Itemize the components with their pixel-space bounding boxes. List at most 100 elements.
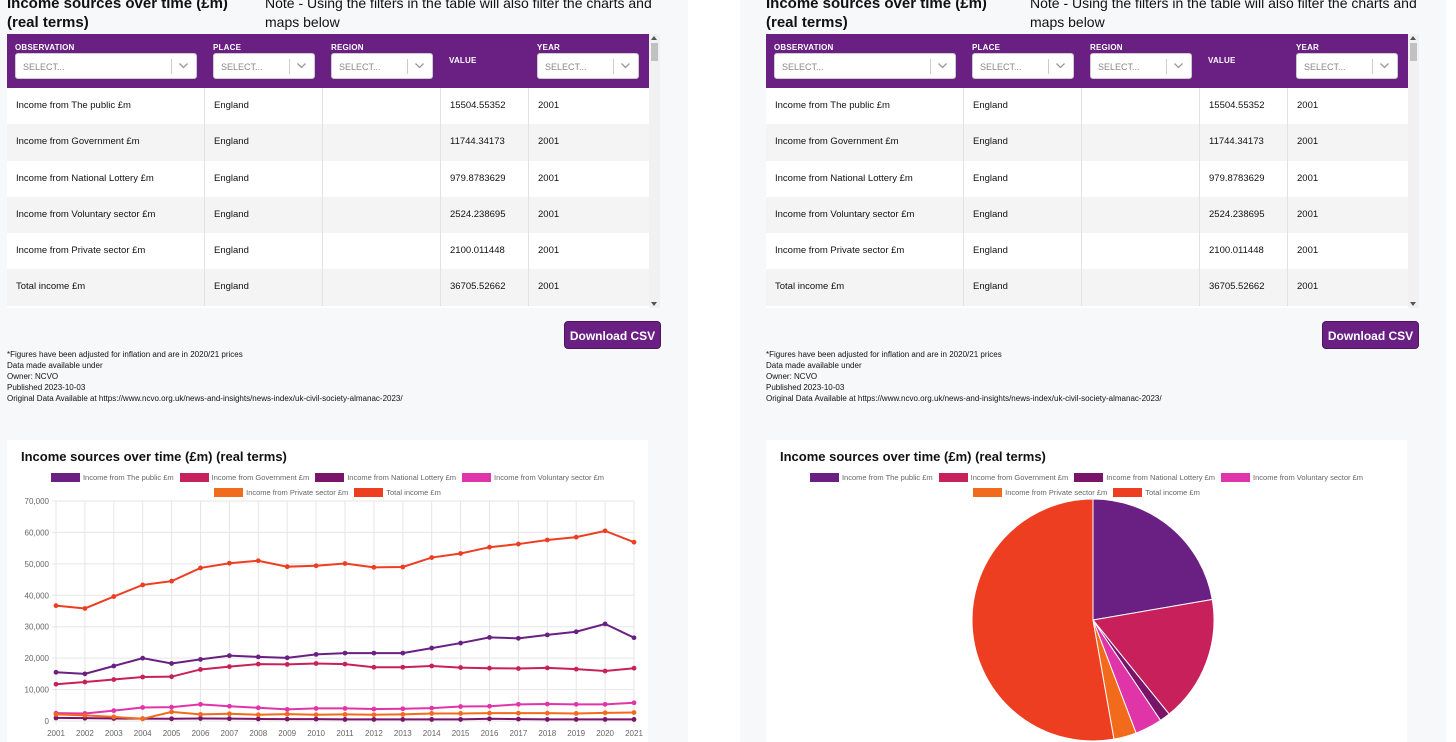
- scroll-thumb[interactable]: [1410, 43, 1417, 61]
- cell-year: 2001: [529, 269, 649, 305]
- y-tick-label: 70,000: [25, 497, 50, 506]
- data-point: [458, 717, 463, 722]
- filter-note: Note - Using the filters in the table wi…: [265, 0, 675, 32]
- table-scrollbar[interactable]: [1408, 34, 1419, 308]
- data-point: [632, 710, 637, 715]
- data-point: [574, 535, 579, 540]
- year-filter[interactable]: SELECT...: [537, 53, 639, 79]
- license-note: Data made available under: [7, 360, 403, 371]
- cell-observation: Income from Government £m: [766, 124, 964, 160]
- cell-observation: Income from Government £m: [7, 124, 205, 160]
- scroll-down-icon[interactable]: [651, 302, 657, 306]
- data-point: [487, 711, 492, 716]
- column-label: REGION: [331, 43, 364, 52]
- data-point: [227, 716, 232, 721]
- data-point: [54, 670, 59, 675]
- x-tick-label: 2019: [567, 729, 585, 738]
- y-tick-label: 0: [45, 717, 50, 726]
- place-filter[interactable]: SELECT...: [213, 53, 315, 79]
- scroll-thumb[interactable]: [651, 43, 658, 61]
- scroll-up-icon[interactable]: [651, 36, 657, 40]
- source-note: Original Data Available at https://www.n…: [766, 393, 1162, 404]
- data-point: [198, 667, 203, 672]
- cell-observation: Income from Private sector £m: [7, 233, 205, 269]
- place-filter[interactable]: SELECT...: [972, 53, 1074, 79]
- data-point: [169, 661, 174, 666]
- download-csv-button[interactable]: Download CSV: [1322, 321, 1419, 349]
- data-point: [256, 712, 261, 717]
- cell-value: 11744.34173: [1200, 124, 1288, 160]
- cell-year: 2001: [1288, 269, 1408, 305]
- data-point: [314, 652, 319, 657]
- scroll-down-icon[interactable]: [1410, 302, 1416, 306]
- scroll-up-icon[interactable]: [1410, 36, 1416, 40]
- data-point: [140, 705, 145, 710]
- x-tick-label: 2006: [192, 729, 210, 738]
- data-point: [111, 677, 116, 682]
- download-csv-button[interactable]: Download CSV: [564, 321, 661, 349]
- table-row: Income from The public £m England 15504.…: [766, 88, 1408, 124]
- data-point: [83, 680, 88, 685]
- cell-value: 11744.34173: [441, 124, 529, 160]
- data-point: [574, 629, 579, 634]
- select-divider: [1372, 59, 1373, 74]
- cell-observation: Income from National Lottery £m: [766, 161, 964, 197]
- table-scrollbar[interactable]: [649, 34, 660, 308]
- data-point: [487, 716, 492, 721]
- select-placeholder: SELECT...: [339, 62, 381, 72]
- data-point: [285, 655, 290, 660]
- cell-year: 2001: [1288, 124, 1408, 160]
- data-point: [83, 671, 88, 676]
- data-table: OBSERVATION SELECT... PLACE SELECT... RE…: [7, 34, 660, 308]
- data-point: [516, 666, 521, 671]
- y-tick-label: 10,000: [25, 686, 50, 695]
- x-tick-label: 2018: [538, 729, 556, 738]
- data-point: [429, 706, 434, 711]
- cell-year: 2001: [529, 88, 649, 124]
- license-note: Data made available under: [766, 360, 1162, 371]
- observation-filter[interactable]: SELECT...: [774, 53, 956, 79]
- region-filter[interactable]: SELECT...: [1090, 53, 1192, 79]
- observation-filter[interactable]: SELECT...: [15, 53, 197, 79]
- published-note: Published 2023-10-03: [766, 382, 1162, 393]
- cell-region: [1082, 161, 1200, 197]
- data-point: [314, 706, 319, 711]
- column-year: YEAR SELECT...: [1288, 34, 1408, 88]
- pie-chart: [766, 440, 1407, 742]
- data-point: [429, 646, 434, 651]
- cell-observation: Income from The public £m: [7, 88, 205, 124]
- data-point: [343, 717, 348, 722]
- data-point: [372, 565, 377, 570]
- year-filter[interactable]: SELECT...: [1296, 53, 1398, 79]
- table-row: Income from Private sector £m England 21…: [766, 233, 1408, 269]
- select-placeholder: SELECT...: [1304, 62, 1346, 72]
- cell-observation: Income from National Lottery £m: [7, 161, 205, 197]
- data-point: [169, 709, 174, 714]
- column-observation: OBSERVATION SELECT...: [766, 34, 964, 88]
- table-row: Income from Private sector £m England 21…: [7, 233, 649, 269]
- data-point: [603, 702, 608, 707]
- data-point: [314, 717, 319, 722]
- data-point: [256, 717, 261, 722]
- data-point: [285, 712, 290, 717]
- region-filter[interactable]: SELECT...: [331, 53, 433, 79]
- data-point: [285, 707, 290, 712]
- data-point: [198, 702, 203, 707]
- select-placeholder: SELECT...: [545, 62, 587, 72]
- data-point: [429, 711, 434, 716]
- data-point: [632, 666, 637, 671]
- column-region: REGION SELECT...: [323, 34, 441, 88]
- table-body: Income from The public £m England 15504.…: [7, 88, 649, 306]
- data-point: [574, 667, 579, 672]
- data-point: [545, 538, 550, 543]
- panel-left: Income sources over time (£m) (real term…: [0, 0, 688, 742]
- page-title: Income sources over time (£m) (real term…: [7, 0, 257, 32]
- data-point: [400, 665, 405, 670]
- data-point: [198, 716, 203, 721]
- data-point: [545, 665, 550, 670]
- table-row: Income from The public £m England 15504.…: [7, 88, 649, 124]
- data-point: [169, 579, 174, 584]
- data-point: [487, 666, 492, 671]
- cell-place: England: [964, 124, 1082, 160]
- x-tick-label: 2001: [47, 729, 65, 738]
